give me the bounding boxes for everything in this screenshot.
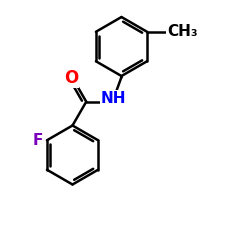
- Text: O: O: [64, 69, 78, 87]
- Text: F: F: [32, 133, 43, 148]
- Text: NH: NH: [101, 91, 126, 106]
- Text: CH₃: CH₃: [167, 24, 198, 39]
